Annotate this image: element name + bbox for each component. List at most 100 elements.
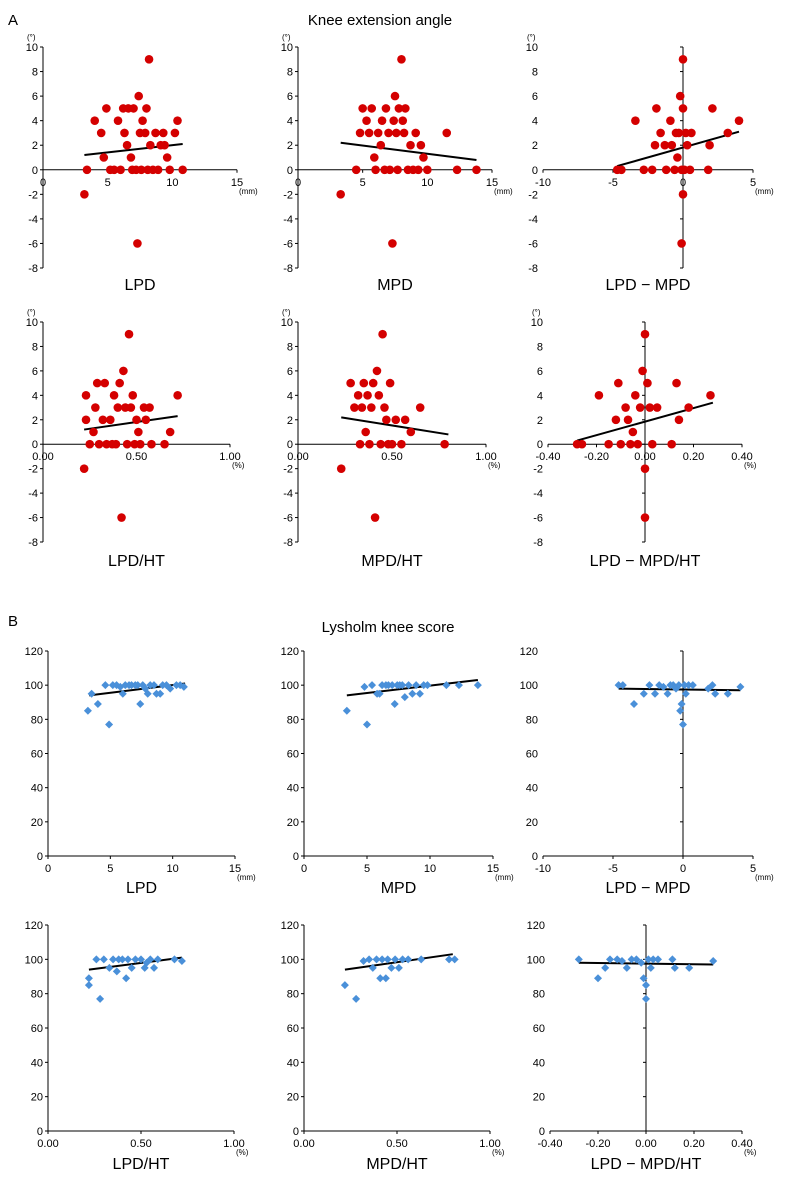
data-point [84, 981, 93, 990]
data-point [400, 415, 410, 425]
y-tick-label: 120 [281, 920, 299, 932]
data-point [390, 91, 400, 101]
data-point [109, 391, 119, 400]
x-unit-label: (mm) [755, 873, 774, 882]
y-tick-label: 100 [25, 680, 43, 692]
y-tick-label: 10 [26, 42, 38, 54]
data-point [384, 128, 393, 138]
y-tick-label: -8 [283, 537, 293, 549]
x-tick-label: 0.00 [634, 451, 655, 463]
x-tick-label: 5 [750, 177, 756, 189]
data-point [371, 165, 380, 175]
y-tick-label: -6 [28, 513, 38, 525]
data-point [109, 955, 118, 964]
data-point [153, 955, 162, 964]
data-point [133, 239, 142, 248]
data-point [145, 403, 154, 412]
data-point [146, 955, 155, 964]
data-point [394, 963, 403, 972]
data-point [352, 994, 361, 1003]
panel-a-letter: A [8, 12, 18, 29]
y-tick-label: -2 [28, 189, 38, 201]
data-point [723, 689, 732, 698]
data-point [674, 415, 684, 425]
data-point [638, 366, 647, 376]
x-unit-label: (%) [744, 1148, 757, 1157]
data-point [601, 963, 610, 972]
y-tick-label: 120 [527, 920, 545, 932]
data-point [639, 689, 648, 698]
data-point [98, 415, 108, 425]
data-point [635, 403, 645, 412]
data-point [109, 165, 119, 175]
data-point [133, 681, 142, 690]
data-point [388, 681, 397, 690]
trend-line [344, 953, 453, 971]
data-point [680, 681, 689, 690]
y-tick-label: -6 [533, 513, 543, 525]
data-point [631, 391, 640, 400]
x-tick-label: 5 [107, 863, 113, 875]
x-tick-label: 0.50 [130, 1138, 151, 1150]
data-point [381, 104, 391, 113]
data-point [684, 681, 693, 690]
data-point [677, 239, 686, 248]
data-point [708, 104, 717, 113]
data-point [359, 378, 369, 388]
data-point [621, 403, 630, 412]
data-point [417, 955, 426, 964]
data-point [646, 963, 655, 972]
data-point [647, 439, 657, 449]
data-point [633, 439, 643, 449]
data-point [79, 464, 89, 473]
y-tick-label: -4 [283, 488, 293, 500]
data-point [622, 963, 631, 972]
data-point [372, 366, 382, 376]
chart-label: LPD − MPD/HT [591, 1156, 702, 1173]
data-point [378, 955, 387, 964]
y-tick-label: 0 [37, 1126, 43, 1138]
x-tick-label: 1.00 [223, 1138, 244, 1150]
y-tick-label: 8 [32, 67, 38, 79]
data-point [364, 128, 374, 138]
data-point [151, 128, 160, 138]
x-unit-label: (%) [488, 461, 501, 470]
data-point [647, 165, 657, 175]
x-unit-label: (mm) [237, 873, 256, 882]
data-point [147, 439, 156, 449]
data-point [709, 957, 718, 966]
data-point [336, 190, 345, 199]
y-tick-label: 100 [25, 954, 43, 966]
data-point [134, 427, 143, 437]
y-tick-label: -8 [533, 537, 543, 549]
chart-B6: 0 20 40 60 80 100 120 -0.40 -0.20 0.00 0.20 0.40(%)… [527, 920, 757, 1173]
x-unit-label: (%) [236, 1148, 249, 1157]
data-point [616, 439, 626, 449]
x-tick-label: 0.00 [287, 451, 308, 463]
data-point [667, 439, 676, 449]
x-tick-label: 0 [45, 863, 51, 875]
data-point [628, 427, 638, 437]
chart-label: LPD − MPD/HT [590, 553, 701, 570]
data-point [120, 128, 129, 138]
data-point [666, 116, 675, 125]
data-point [387, 963, 396, 972]
trend-line [618, 687, 741, 692]
y-tick-label: 8 [32, 341, 38, 353]
data-point [93, 699, 102, 708]
data-point [419, 153, 428, 162]
chart-label: LPD/HT [108, 553, 165, 570]
data-point [373, 128, 383, 138]
data-point [398, 681, 407, 690]
data-point [685, 165, 695, 175]
data-point [80, 190, 89, 199]
data-point [672, 378, 681, 388]
data-point [165, 165, 175, 175]
y-tick-label: -4 [528, 214, 538, 226]
y-tick-label: 0 [293, 851, 299, 863]
y-tick-label: 10 [26, 317, 38, 329]
data-point [177, 957, 186, 966]
data-point [442, 681, 451, 690]
data-point [674, 128, 684, 138]
data-point [661, 165, 671, 175]
